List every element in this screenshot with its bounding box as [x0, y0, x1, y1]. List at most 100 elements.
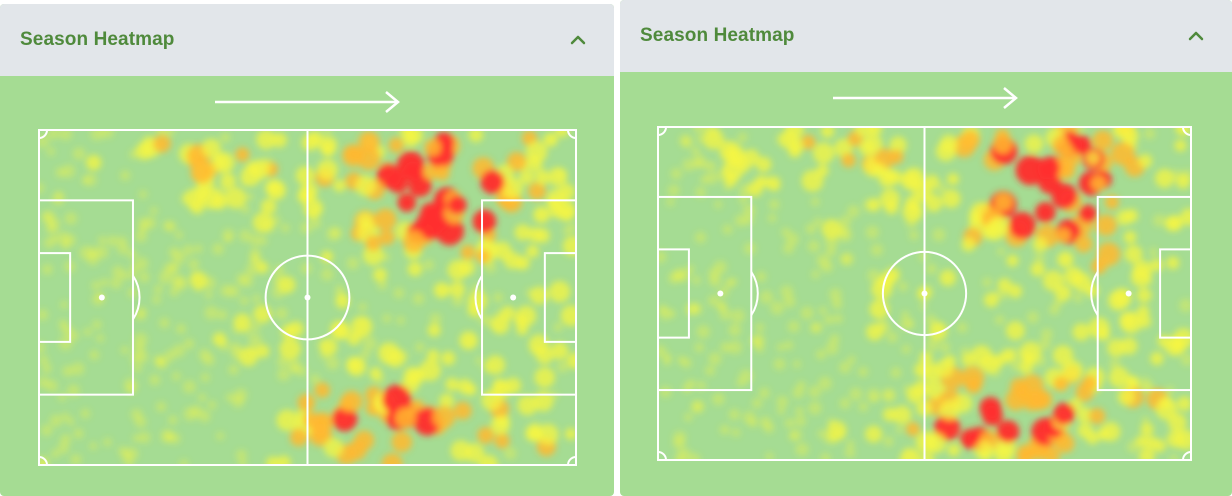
heat-spot — [759, 416, 771, 428]
heat-spot — [263, 179, 278, 194]
heat-spot — [1143, 435, 1158, 450]
heat-spot — [89, 441, 98, 451]
heat-spot — [1109, 358, 1121, 370]
heat-spot — [554, 167, 568, 181]
heat-spot — [362, 336, 377, 351]
heat-spot — [1180, 353, 1191, 366]
heat-spot — [886, 331, 898, 343]
heat-spot — [120, 271, 130, 281]
heat-spot — [858, 401, 869, 412]
heat-spot — [548, 280, 571, 303]
heat-spot — [155, 401, 167, 413]
heat-spot — [1143, 127, 1156, 140]
heat-spot — [1095, 214, 1117, 236]
heat-spot — [807, 240, 820, 253]
heat-spot — [1154, 168, 1175, 188]
heat-spot — [862, 198, 876, 212]
heat-spot — [320, 268, 334, 281]
heat-spot — [800, 306, 814, 320]
heat-spot — [165, 221, 177, 232]
heat-spot — [707, 267, 721, 280]
heat-spot — [808, 401, 822, 415]
heat-spot — [901, 310, 910, 319]
heat-spot — [546, 196, 559, 209]
heat-spot — [712, 392, 725, 406]
heat-spot — [453, 401, 472, 420]
heat-spot — [680, 136, 693, 149]
heat-spot — [345, 146, 361, 162]
heat-spot — [80, 408, 91, 419]
heat-spot — [310, 217, 322, 229]
heat-spot — [256, 261, 269, 274]
chevron-up-icon[interactable] — [1182, 22, 1210, 50]
heat-spot — [918, 251, 929, 262]
heat-spot — [1148, 247, 1159, 258]
heat-spot — [867, 269, 881, 282]
heat-spot — [380, 252, 391, 262]
heat-spot — [260, 198, 277, 215]
heat-layer — [39, 130, 576, 465]
heat-spot — [215, 431, 225, 441]
attack-direction-arrow — [215, 91, 400, 113]
heat-spot — [720, 342, 732, 353]
heat-spot — [1104, 195, 1120, 210]
heat-spot — [220, 284, 233, 297]
heat-spot — [825, 246, 837, 257]
heat-spot — [1038, 338, 1051, 351]
heat-spot — [265, 456, 280, 465]
heat-spot — [816, 253, 830, 267]
heat-spot — [252, 294, 261, 304]
heat-spot — [422, 163, 439, 181]
heat-spot — [1164, 215, 1181, 232]
heat-spot — [61, 412, 70, 421]
heat-spot — [839, 253, 852, 266]
heat-spot — [132, 434, 141, 443]
heat-spot — [153, 284, 163, 294]
heat-spot — [85, 154, 102, 171]
heat-spot — [391, 431, 413, 453]
heat-spot — [525, 141, 548, 163]
heat-spot — [275, 307, 288, 320]
heat-spot — [326, 227, 340, 241]
heat-spot — [716, 303, 725, 312]
heat-spot — [1088, 407, 1106, 425]
heat-spot — [533, 391, 554, 412]
heat-spot — [408, 367, 426, 385]
heat-spot — [827, 433, 839, 445]
heat-spot — [451, 294, 465, 307]
heat-spot — [667, 309, 676, 318]
heat-spot — [1127, 440, 1140, 453]
heat-spot — [829, 333, 840, 345]
heat-spot — [168, 246, 181, 259]
pitch-heatmap — [38, 91, 578, 466]
chevron-up-icon[interactable] — [564, 26, 592, 54]
heat-spot — [240, 204, 250, 214]
heat-spot — [1137, 305, 1150, 318]
heat-spot — [734, 214, 747, 227]
heat-spot — [276, 409, 298, 432]
heat-spot — [701, 160, 712, 171]
heat-spot — [439, 393, 454, 409]
heat-spot — [236, 273, 248, 286]
heat-spot — [1042, 270, 1064, 292]
heat-spot — [218, 339, 230, 351]
heat-spot — [1123, 230, 1137, 244]
heat-spot — [533, 206, 550, 224]
card-header[interactable]: Season Heatmap — [0, 4, 614, 76]
heat-spot — [468, 130, 484, 143]
heat-spot — [560, 305, 576, 327]
heat-spot — [464, 443, 485, 463]
heat-spot — [103, 437, 112, 447]
heat-spot — [153, 354, 164, 365]
heat-spot — [892, 405, 912, 425]
heat-spot — [350, 315, 373, 338]
card-header[interactable]: Season Heatmap — [620, 0, 1232, 72]
heat-spot — [211, 194, 227, 210]
heat-spot — [1096, 242, 1121, 266]
heat-spot — [238, 459, 248, 465]
heat-spot — [960, 428, 981, 449]
heat-spot — [217, 309, 228, 320]
heat-spot — [750, 335, 762, 347]
heat-spot — [318, 135, 338, 155]
heat-spot — [979, 448, 992, 460]
